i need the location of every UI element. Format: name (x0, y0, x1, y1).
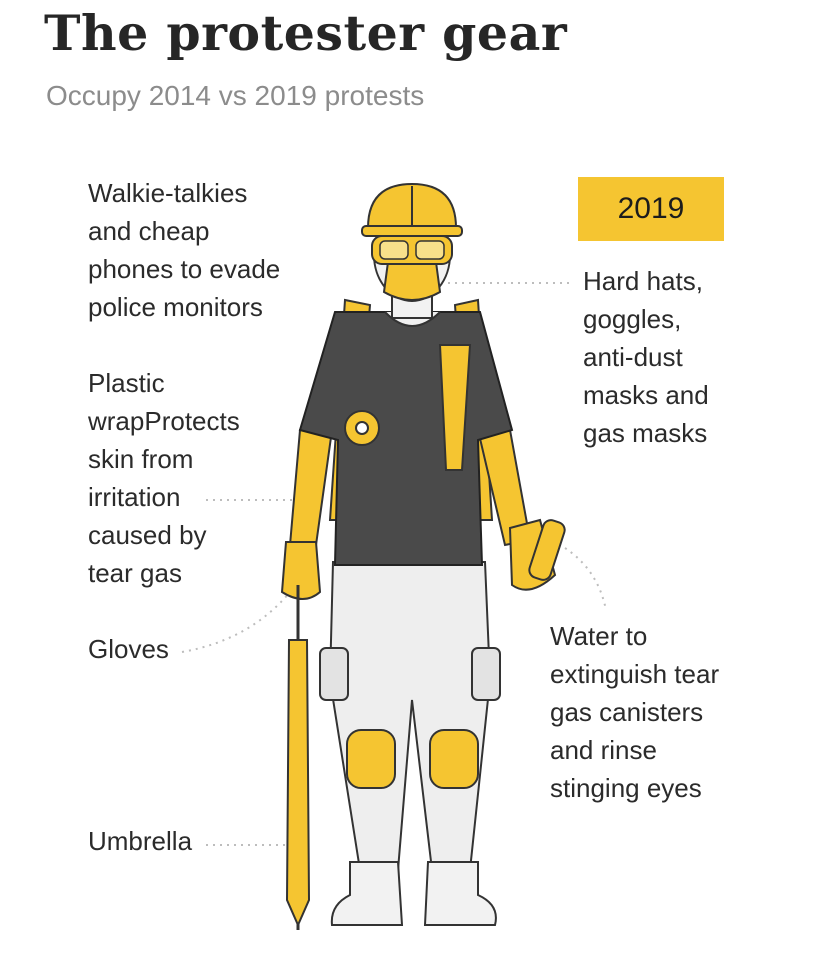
year-badge: 2019 (578, 177, 724, 241)
leader-gloves (181, 591, 291, 653)
label-walkie-talkies: Walkie-talkies and cheap phones to evade… (88, 178, 281, 322)
water-bottle (528, 519, 566, 581)
t-shirt (298, 311, 514, 566)
knee-pads (346, 729, 479, 789)
label-plastic-wrap: Plastic wrapProtects skin from irritatio… (88, 368, 240, 588)
hard-hat (361, 182, 463, 237)
leader-water (564, 547, 607, 611)
umbrella (285, 585, 311, 930)
label-water: Water to extinguish tear gas canisters a… (550, 621, 720, 803)
gear-accessories (344, 344, 472, 471)
boots (330, 861, 497, 926)
trousers (319, 561, 501, 871)
label-hard-hats: Hard hats, goggles, anti-dust masks and … (583, 266, 709, 448)
leader-lines (181, 282, 607, 846)
label-umbrella: Umbrella (88, 826, 193, 856)
dust-mask (382, 261, 442, 301)
label-gloves: Gloves (88, 634, 169, 664)
page-title: The protester gear (44, 4, 568, 62)
goggles (371, 235, 453, 265)
page-subtitle: Occupy 2014 vs 2019 protests (46, 80, 425, 111)
